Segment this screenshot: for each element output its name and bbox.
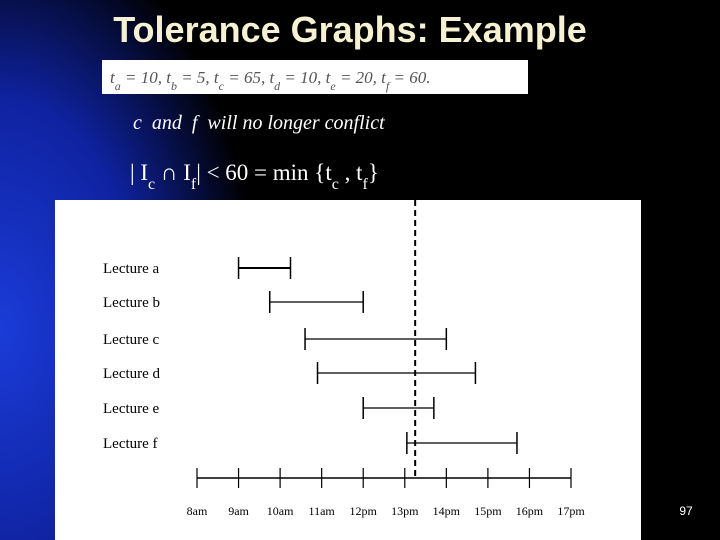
text-run: t	[110, 68, 116, 87]
text-run: | I	[130, 160, 148, 185]
subscript: e	[330, 79, 336, 93]
tick-label: 15pm	[474, 504, 502, 518]
text-run: = 10, t	[121, 68, 172, 87]
lecture-label: Lecture b	[103, 295, 160, 311]
subscript: d	[274, 79, 281, 93]
subscript: a	[115, 79, 121, 93]
tick-label: 8am	[187, 504, 208, 518]
text-run: | < 60 = min {t	[196, 160, 332, 185]
subscript: c	[148, 176, 155, 193]
tick-label: 12pm	[350, 504, 378, 518]
page-number: 97	[679, 504, 693, 518]
tick-label: 9am	[228, 504, 249, 518]
lecture-label: Lecture f	[103, 436, 158, 452]
subscript: f	[191, 176, 197, 193]
title: Tolerance Graphs: Example	[113, 9, 587, 50]
text-run: , t	[339, 160, 363, 185]
note: c and f will no longer conflict	[133, 112, 385, 134]
lecture-label: Lecture e	[103, 401, 160, 417]
timeline: 8am 9am 10am 11am 12pm 13pm 14pm 15pm 16pm 17pm Le…	[103, 200, 585, 518]
tick-label: 13pm	[391, 504, 419, 518]
subscript: b	[171, 79, 177, 93]
subscript: c	[332, 176, 339, 193]
lecture-label: Lecture d	[103, 366, 161, 382]
text-run: = 20, t	[336, 68, 387, 87]
text-run: = 10, t	[280, 68, 331, 87]
subscript: f	[386, 79, 391, 93]
tick-label: 10am	[267, 504, 294, 518]
text-run: = 60.	[389, 68, 430, 87]
subscript: f	[363, 176, 369, 193]
diagram-panel	[55, 200, 641, 540]
formula-box	[102, 60, 528, 94]
tick-label: 17pm	[557, 504, 585, 518]
tick-label: 16pm	[516, 504, 544, 518]
text-run: ∩ I	[155, 160, 191, 185]
lecture-label: Lecture a	[103, 261, 160, 277]
formula: ta = 10, tb = 5, tc = 65, td = 10, te = …	[110, 68, 430, 93]
tick-label: 14pm	[433, 504, 461, 518]
inequality: | Ic ∩ If| < 60 = min {tc , tf}	[130, 160, 379, 193]
text-run: }	[368, 160, 379, 185]
text-run: = 65, t	[224, 68, 275, 87]
lecture-label: Lecture c	[103, 332, 160, 348]
text-run: = 5, t	[177, 68, 220, 87]
tick-label: 11am	[309, 504, 336, 518]
subscript: c	[219, 79, 225, 93]
